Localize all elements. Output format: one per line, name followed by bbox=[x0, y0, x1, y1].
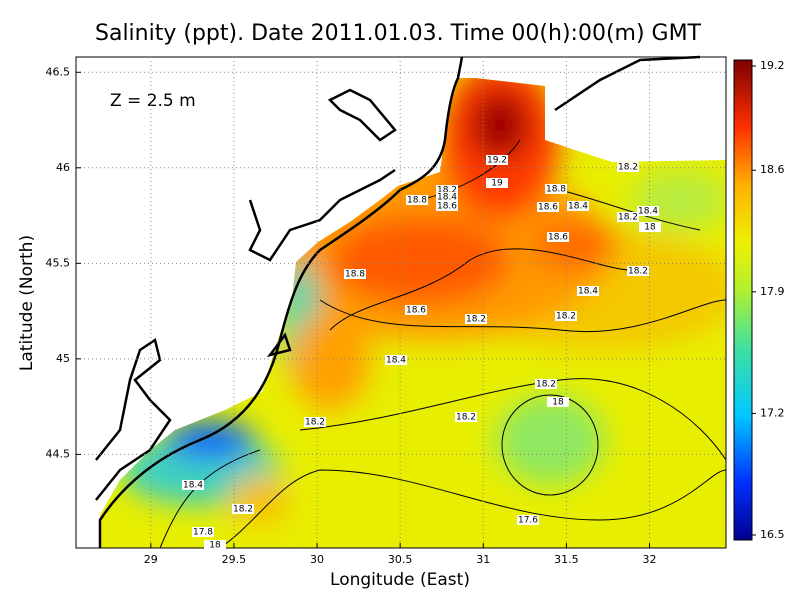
x-tick-label: 29.5 bbox=[222, 553, 247, 566]
contour-label-box bbox=[204, 540, 226, 550]
contour-label: 18.2 bbox=[618, 163, 638, 173]
y-tick-label: 46 bbox=[56, 161, 70, 174]
coastline bbox=[95, 55, 701, 548]
contour-label: 18.2 bbox=[618, 213, 638, 223]
contour-label-box bbox=[617, 162, 639, 172]
contour-label: 18.6 bbox=[406, 306, 426, 316]
y-tick-label: 46.5 bbox=[46, 65, 71, 78]
contour-label-box bbox=[182, 480, 204, 490]
x-tick-label: 30 bbox=[310, 553, 324, 566]
y-axis-label: Latitude (North) bbox=[17, 235, 37, 371]
y-tick-label: 44.5 bbox=[46, 447, 71, 460]
contour-label-box bbox=[577, 286, 599, 296]
contour-label: 17.8 bbox=[193, 528, 213, 538]
x-axis-label: Longitude (East) bbox=[330, 570, 470, 590]
colorbar-tick-label: 17.2 bbox=[760, 406, 785, 419]
colorbar-tick-label: 19.2 bbox=[760, 59, 785, 72]
contour-label-box bbox=[637, 206, 659, 216]
contour-label-box bbox=[547, 397, 569, 407]
contour-label-box bbox=[436, 201, 458, 211]
contour-label: 18.4 bbox=[638, 207, 658, 217]
y-tick-label: 45.5 bbox=[46, 256, 71, 269]
contour-label-box bbox=[405, 305, 427, 315]
contour-label: 18.2 bbox=[437, 186, 457, 196]
contour-label: 18.2 bbox=[456, 413, 476, 423]
y-tick-label: 45 bbox=[56, 352, 70, 365]
contour-label: 18.4 bbox=[568, 202, 588, 212]
contour-label: 18.6 bbox=[538, 203, 558, 213]
contour-label: 18 bbox=[552, 398, 564, 408]
contour-label: 19.2 bbox=[487, 156, 507, 166]
colorbar-tick-label: 17.9 bbox=[760, 285, 785, 298]
contour-label-box bbox=[436, 185, 458, 195]
contour-label: 18.4 bbox=[578, 287, 598, 297]
colorbar-tick-label: 16.5 bbox=[760, 528, 785, 541]
contour-label-box bbox=[192, 527, 214, 537]
contour-label-box bbox=[344, 269, 366, 279]
x-tick-label: 32 bbox=[643, 553, 657, 566]
contour-label: 18.2 bbox=[305, 418, 325, 428]
contour-label-box bbox=[436, 192, 458, 202]
contour-label-box bbox=[486, 155, 508, 165]
contour-label: 18.8 bbox=[345, 270, 365, 280]
contour-label-box bbox=[455, 412, 477, 422]
contour-label: 18.2 bbox=[628, 267, 648, 277]
colorbar bbox=[733, 59, 753, 541]
x-tick-label: 29 bbox=[144, 553, 158, 566]
contour-label-box bbox=[304, 417, 326, 427]
x-tick-label: 31.5 bbox=[554, 553, 579, 566]
contour-label-box bbox=[545, 184, 567, 194]
contour-label: 18.6 bbox=[437, 202, 457, 212]
contour-label: 18 bbox=[209, 541, 221, 551]
contour-label-box bbox=[406, 195, 428, 205]
contour-label: 18.2 bbox=[556, 312, 576, 322]
contour-label: 18.4 bbox=[183, 481, 203, 491]
chart-title: Salinity (ppt). Date 2011.01.03. Time 00… bbox=[95, 21, 702, 46]
contour-label: 18.4 bbox=[386, 356, 406, 366]
contour-label: 19 bbox=[491, 179, 503, 189]
contour-label: 18.2 bbox=[466, 315, 486, 325]
contour-label: 18 bbox=[644, 223, 656, 233]
contour-label-box bbox=[627, 266, 649, 276]
contour-label-box bbox=[547, 232, 569, 242]
contour-label-box bbox=[465, 314, 487, 324]
contour-label-box bbox=[486, 178, 508, 188]
colorbar-tick-label: 18.6 bbox=[760, 163, 785, 176]
contour-label: 18.2 bbox=[536, 380, 556, 390]
contour-label: 18.8 bbox=[407, 196, 427, 206]
contour-label-box bbox=[232, 504, 254, 514]
plot-frame bbox=[75, 56, 727, 549]
contour-label-box bbox=[385, 355, 407, 365]
contour-label: 18.8 bbox=[546, 185, 566, 195]
x-tick-label: 30.5 bbox=[388, 553, 413, 566]
contour-label: 18.2 bbox=[233, 505, 253, 515]
contour-label-box bbox=[555, 311, 577, 321]
annotation: Z = 2.5 m bbox=[110, 91, 196, 111]
contour-label-box bbox=[535, 379, 557, 389]
contour-label-box bbox=[537, 202, 559, 212]
x-tick-label: 31 bbox=[476, 553, 490, 566]
salinity-field bbox=[100, 78, 726, 548]
contour-label-box bbox=[639, 222, 661, 232]
contour-label: 18.4 bbox=[437, 193, 457, 203]
contour-label: 18.6 bbox=[548, 233, 568, 243]
contour-label-box bbox=[617, 212, 639, 222]
contour-label-box bbox=[517, 515, 539, 525]
contour-label-box bbox=[567, 201, 589, 211]
contour-label: 17.6 bbox=[518, 516, 538, 526]
